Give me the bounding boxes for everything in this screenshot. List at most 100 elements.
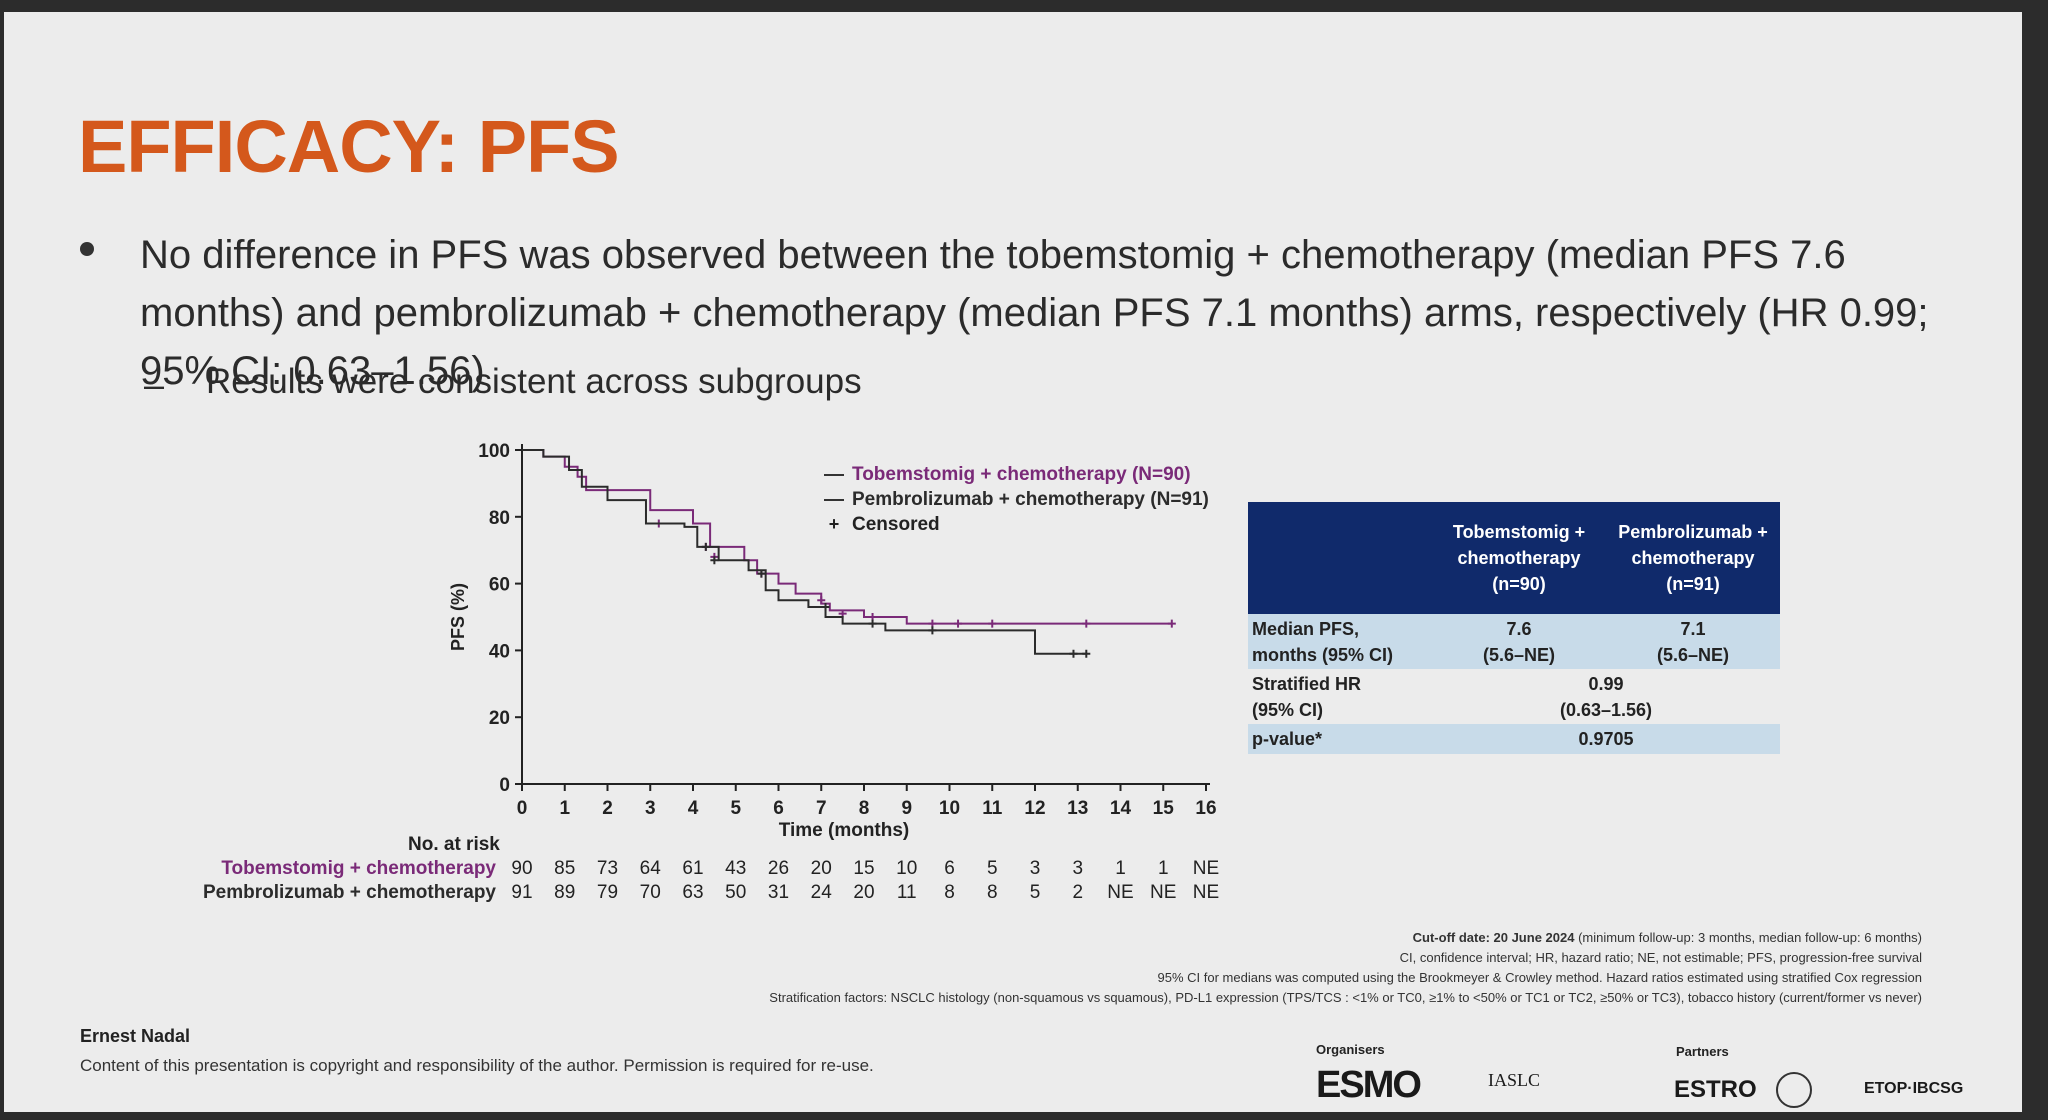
partner-emblem-icon xyxy=(1776,1072,1812,1108)
partners-label: Partners xyxy=(1676,1044,1729,1059)
iaslc-logo: IASLC xyxy=(1488,1070,1541,1090)
x-tick-label: 4 xyxy=(688,798,699,819)
x-tick-label: 16 xyxy=(1195,798,1216,819)
row-stratified-hr: Stratified HR (95% CI) 0.99 (0.63–1.56) xyxy=(1248,669,1780,724)
footnote-cutoff: Cut-off date: 20 June 2024 (minimum foll… xyxy=(1413,930,1922,945)
risk-count: 20 xyxy=(853,882,875,903)
km-curve-pembrolizumab xyxy=(522,449,1087,655)
summary-table: Tobemstomig + chemotherapy (n=90) Pembro… xyxy=(1248,502,1780,754)
cell-value: (5.6–NE) xyxy=(1656,644,1730,665)
y-tick-label: 60 xyxy=(489,575,510,596)
main-bullet: No difference in PFS was observed betwee… xyxy=(140,233,1929,393)
legend-line-swatch xyxy=(824,498,844,501)
x-tick-label: 11 xyxy=(982,798,1003,819)
risk-count: NE xyxy=(1192,858,1220,879)
risk-count: 64 xyxy=(639,858,661,879)
risk-count: 90 xyxy=(511,858,533,879)
risk-count: 2 xyxy=(1072,882,1084,903)
risk-count: 6 xyxy=(944,858,955,879)
censored-mark xyxy=(1069,649,1078,658)
chart-legend: Tobemstomig + chemotherapy (N=90) Pembro… xyxy=(824,462,1209,537)
legend-item-censored: + Censored xyxy=(824,512,1209,537)
row-label: Stratified HR xyxy=(1252,673,1362,694)
risk-count: 50 xyxy=(725,882,747,903)
risk-count: 15 xyxy=(853,858,875,879)
y-tick-label: 20 xyxy=(489,708,510,729)
censored-mark xyxy=(928,619,937,628)
cell-value: (5.6–NE) xyxy=(1482,644,1556,665)
slide-title: EFFICACY: PFS xyxy=(78,105,620,188)
y-axis-label: PFS (%) xyxy=(448,583,468,651)
footnote-abbreviations: CI, confidence interval; HR, hazard rati… xyxy=(1399,950,1922,965)
censored-mark xyxy=(821,602,830,611)
risk-count: 11 xyxy=(896,882,917,903)
x-tick-label: 2 xyxy=(602,798,613,819)
risk-count: 85 xyxy=(554,858,576,879)
risk-count: 24 xyxy=(810,882,832,903)
censored-mark xyxy=(1082,649,1091,658)
risk-count: 91 xyxy=(511,882,533,903)
risk-row-label: Pembrolizumab + chemotherapy xyxy=(203,882,496,903)
estro-logo: ESTRO xyxy=(1674,1076,1757,1103)
x-tick-label: 3 xyxy=(645,798,656,819)
x-tick-label: 13 xyxy=(1067,798,1088,819)
header-line: chemotherapy xyxy=(1631,548,1755,568)
header-line: (n=90) xyxy=(1492,574,1546,594)
risk-count: 63 xyxy=(682,882,704,903)
header-line: chemotherapy xyxy=(1457,548,1581,568)
y-tick-label: 80 xyxy=(489,508,510,529)
x-tick-label: 0 xyxy=(517,798,528,819)
risk-count: 20 xyxy=(810,858,832,879)
cell-value: 0.99 xyxy=(1588,673,1624,694)
legend-item-pembrolizumab: Pembrolizumab + chemotherapy (N=91) xyxy=(824,487,1209,512)
sub-bullet: Results were consistent across subgroups xyxy=(206,362,862,401)
x-tick-label: 1 xyxy=(559,798,570,819)
x-tick-label: 14 xyxy=(1110,798,1132,819)
x-axis-label: Time (months) xyxy=(779,820,910,841)
risk-count: 70 xyxy=(639,882,661,903)
sub-bullet-dash: – xyxy=(144,364,165,405)
risk-count: NE xyxy=(1192,882,1220,903)
row-label: (95% CI) xyxy=(1252,699,1324,720)
censored-mark xyxy=(954,619,963,628)
copyright-notice: Content of this presentation is copyrigh… xyxy=(80,1056,874,1075)
row-label: p-value* xyxy=(1252,729,1323,749)
risk-count: 73 xyxy=(596,858,619,879)
risk-count: 31 xyxy=(767,882,790,903)
legend-label: Pembrolizumab + chemotherapy (N=91) xyxy=(852,488,1209,510)
slide: EFFICACY: PFS No difference in PFS was o… xyxy=(4,12,2022,1112)
risk-count: NE xyxy=(1107,882,1134,903)
header-tobemstomig: Tobemstomig + chemotherapy (n=90) xyxy=(1432,502,1606,614)
x-tick-label: 8 xyxy=(859,798,870,819)
censored-mark xyxy=(988,619,997,628)
header-pembrolizumab: Pembrolizumab + chemotherapy (n=91) xyxy=(1606,502,1780,614)
cell-value: 0.9705 xyxy=(1578,729,1634,749)
cutoff-date: Cut-off date: 20 June 2024 xyxy=(1412,930,1575,945)
cutoff-detail: (minimum follow-up: 3 months, median fol… xyxy=(1574,930,1922,945)
risk-count: 10 xyxy=(896,858,918,879)
censored-mark xyxy=(1082,619,1091,628)
x-tick-label: 12 xyxy=(1024,798,1045,819)
row-median-pfs: Median PFS, months (95% CI) 7.6 (5.6–NE) 7… xyxy=(1248,614,1780,669)
risk-count: 1 xyxy=(1157,858,1169,879)
legend-line-swatch xyxy=(824,473,844,476)
risk-count: 43 xyxy=(725,858,747,879)
bullet-dot xyxy=(80,242,94,256)
header-line: Pembrolizumab + xyxy=(1618,522,1768,542)
censored-mark xyxy=(868,613,877,621)
risk-count: 26 xyxy=(767,858,790,879)
censored-mark xyxy=(710,556,719,565)
risk-count: 1 xyxy=(1115,858,1126,879)
row-p-value: p-value* 0.9705 xyxy=(1248,724,1780,754)
x-tick-label: 9 xyxy=(901,798,912,819)
x-tick-label: 7 xyxy=(816,798,827,819)
cell-value: 7.1 xyxy=(1680,618,1706,639)
risk-count: 8 xyxy=(944,882,955,903)
censored-mark xyxy=(868,619,877,628)
risk-count: 79 xyxy=(596,882,619,903)
risk-row-label: Tobemstomig + chemotherapy xyxy=(221,858,496,879)
censored-mark xyxy=(1167,619,1176,628)
summary-table-header: Tobemstomig + chemotherapy (n=90) Pembro… xyxy=(1248,502,1780,614)
risk-count: 61 xyxy=(682,858,704,879)
